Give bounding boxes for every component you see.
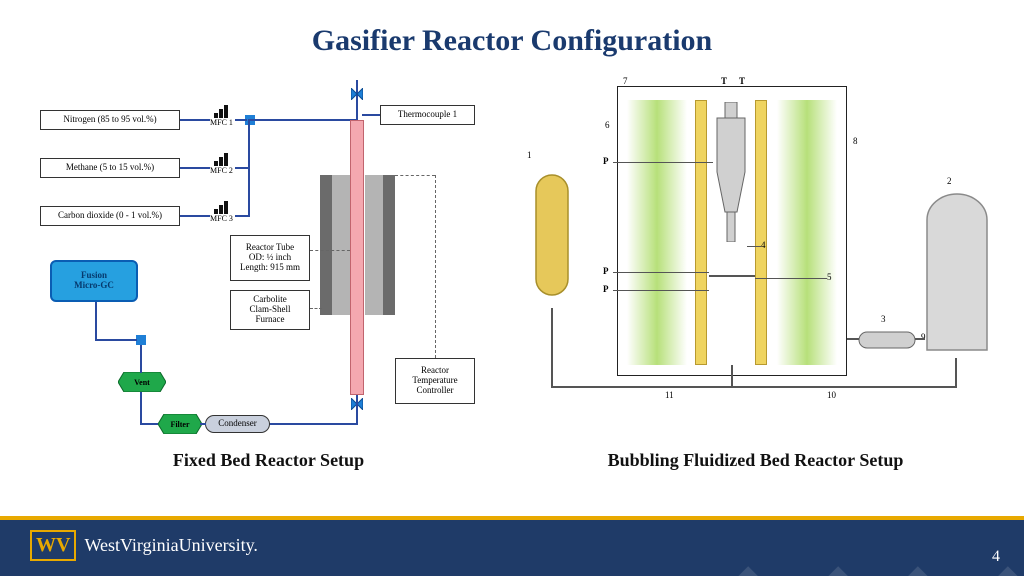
thermocouple-box: Thermocouple 1 bbox=[380, 105, 475, 125]
thermo-marker: T bbox=[721, 76, 727, 86]
riser-column bbox=[695, 100, 707, 365]
pressure-marker: P bbox=[603, 156, 609, 166]
furnace-info-box: Carbolite Clam-Shell Furnace bbox=[230, 290, 310, 330]
label-9: 9 bbox=[921, 332, 926, 342]
caption-row: Fixed Bed Reactor Setup Bubbling Fluidiz… bbox=[40, 450, 984, 471]
thermo-marker: T bbox=[739, 76, 745, 86]
heater-panel bbox=[627, 100, 687, 365]
mfc-label: MFC 2 bbox=[210, 166, 233, 175]
fluidized-panel: T T P P P 1 11 7 6 8 4 5 bbox=[527, 80, 984, 450]
cyclone-icon bbox=[713, 102, 749, 242]
label-5: 5 bbox=[827, 272, 832, 282]
label-8: 8 bbox=[853, 136, 858, 146]
valve-icon bbox=[351, 88, 363, 100]
riser-column bbox=[755, 100, 767, 365]
page-title: Gasifier Reactor Configuration bbox=[0, 24, 1024, 58]
caption-left: Fixed Bed Reactor Setup bbox=[40, 450, 497, 471]
label-6: 6 bbox=[605, 120, 610, 130]
mfc-label: MFC 3 bbox=[210, 214, 233, 223]
rtc-box: Reactor Temperature Controller bbox=[395, 358, 475, 404]
page-number: 4 bbox=[992, 548, 1000, 566]
product-vessel-icon bbox=[922, 190, 992, 360]
footer: WV WestVirginiaUniversity. 4 bbox=[0, 516, 1024, 576]
caption-right: Bubbling Fluidized Bed Reactor Setup bbox=[527, 450, 984, 471]
wv-mark-icon: WV bbox=[30, 530, 76, 561]
mfc-1: MFC 1 bbox=[210, 104, 233, 127]
heat-exchanger-icon bbox=[857, 330, 917, 350]
tee-junction-icon bbox=[136, 335, 146, 345]
diagram-row: Nitrogen (85 to 95 vol.%) Methane (5 to … bbox=[40, 80, 984, 450]
label-3: 3 bbox=[881, 314, 886, 324]
vent-hex: Vent bbox=[118, 372, 166, 392]
label-10: 10 bbox=[827, 390, 836, 400]
label-1: 1 bbox=[527, 150, 532, 160]
gas-box-n2: Nitrogen (85 to 95 vol.%) bbox=[40, 110, 180, 130]
university-logo: WV WestVirginiaUniversity. bbox=[30, 530, 258, 561]
label-4: 4 bbox=[761, 240, 766, 250]
label-11: 11 bbox=[665, 390, 674, 400]
mfc-3: MFC 3 bbox=[210, 200, 233, 223]
mfc-label: MFC 1 bbox=[210, 118, 233, 127]
fixed-bed-panel: Nitrogen (85 to 95 vol.%) Methane (5 to … bbox=[40, 80, 497, 450]
gas-tank-icon bbox=[532, 160, 572, 310]
filter-label: Filter bbox=[170, 420, 189, 429]
mfc-2: MFC 2 bbox=[210, 152, 233, 175]
micro-gc-box: Fusion Micro-GC bbox=[50, 260, 138, 302]
gas-box-ch4: Methane (5 to 15 vol.%) bbox=[40, 158, 180, 178]
heater-panel bbox=[777, 100, 837, 365]
chevron-decoration bbox=[764, 520, 1024, 576]
reactor-info-box: Reactor Tube OD: ½ inch Length: 915 mm bbox=[230, 235, 310, 281]
filter-hex: Filter bbox=[158, 414, 202, 434]
condenser-box: Condenser bbox=[205, 415, 270, 433]
furnace-shell bbox=[320, 175, 395, 315]
university-name: WestVirginiaUniversity. bbox=[84, 535, 257, 556]
gas-box-co2: Carbon dioxide (0 - 1 vol.%) bbox=[40, 206, 180, 226]
vent-label: Vent bbox=[134, 378, 150, 387]
label-7: 7 bbox=[623, 76, 628, 86]
label-2: 2 bbox=[947, 176, 952, 186]
pressure-marker: P bbox=[603, 266, 609, 276]
pressure-marker: P bbox=[603, 284, 609, 294]
